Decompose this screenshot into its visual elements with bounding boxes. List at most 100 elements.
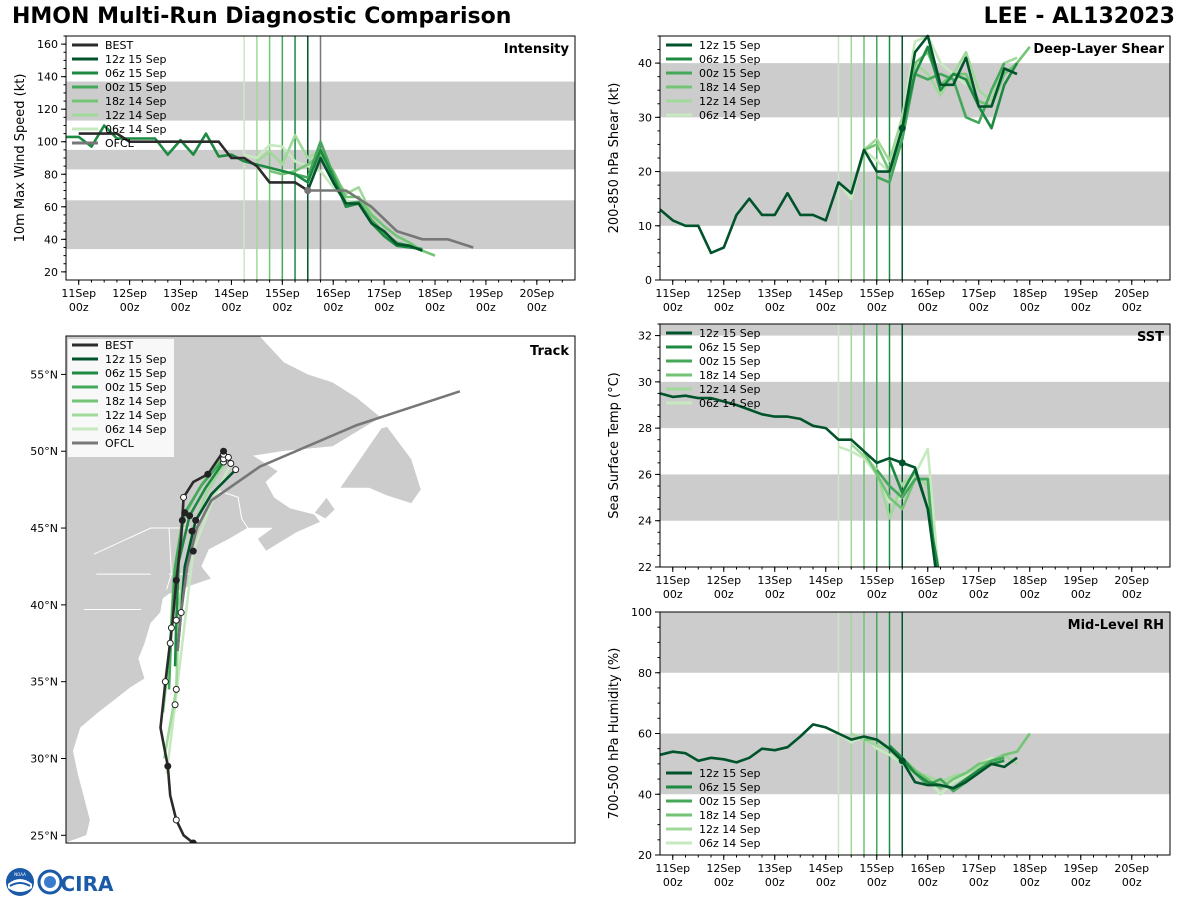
x-tick-label-date: 19Sep [469, 287, 504, 300]
x-tick-label-date: 12Sep [706, 287, 741, 300]
x-tick-label-hour: 00z [663, 876, 683, 889]
y-tick-label: 40 [638, 788, 652, 801]
cira-logo-text: CIRA [61, 872, 115, 896]
track-position-marker [166, 639, 174, 647]
series-line [659, 34, 1018, 255]
x-tick-label-hour: 00z [1071, 876, 1091, 889]
x-tick-label-hour: 00z [1071, 588, 1091, 601]
track-position-marker [192, 516, 200, 524]
y-tick-label: 20 [638, 849, 652, 862]
x-tick-label-hour: 00z [714, 876, 734, 889]
legend-label: 18z 14 Sep [699, 809, 761, 822]
threshold-band [660, 324, 1170, 336]
x-tick-label-date: 14Sep [808, 862, 843, 875]
x-tick-label-hour: 00z [816, 876, 836, 889]
panel-title: Intensity [504, 42, 570, 57]
legend-label: 18z 14 Sep [699, 369, 761, 382]
plot-background [660, 324, 1170, 567]
y-axis-label: 700-500 hPa Humidity (%) [607, 648, 622, 820]
legend-label: 18z 14 Sep [699, 81, 761, 94]
x-tick-label-date: 18Sep [1012, 287, 1047, 300]
legend-label: 00z 15 Sep [699, 355, 761, 368]
legend-label: 12z 15 Sep [105, 353, 167, 366]
x-tick-label-date: 15Sep [859, 287, 894, 300]
y-tick-label: 80 [44, 168, 58, 181]
x-tick-label-date: 18Sep [418, 287, 453, 300]
x-tick-label-hour: 00z [765, 588, 785, 601]
x-tick-label-hour: 00z [918, 588, 938, 601]
x-tick-label-date: 16Sep [910, 574, 945, 587]
x-tick-label-date: 12Sep [706, 574, 741, 587]
y-tick-label: 26 [638, 468, 652, 481]
x-tick-label-date: 18Sep [1012, 574, 1047, 587]
rh-panel: 2040608010011Sep00z12Sep00z13Sep00z14Sep… [607, 606, 1171, 889]
x-tick-label-hour: 00z [816, 588, 836, 601]
panel-title: Deep-Layer Shear [1033, 42, 1164, 57]
y-tick-label: 120 [37, 103, 58, 116]
x-tick-label-hour: 00z [663, 588, 683, 601]
x-tick-label-hour: 00z [69, 301, 89, 314]
y-tick-label: 28 [638, 422, 652, 435]
x-tick-label-hour: 00z [663, 301, 683, 314]
x-tick-label-hour: 00z [867, 876, 887, 889]
x-tick-label-date: 19Sep [1063, 574, 1098, 587]
legend-label: 18z 14 Sep [105, 95, 167, 108]
page-title: HMON Multi-Run Diagnostic Comparison [12, 4, 512, 29]
track-position-marker [167, 624, 175, 632]
legend-label: 12z 15 Sep [699, 327, 761, 340]
track-position-marker [177, 609, 185, 617]
noaa-logo-icon: NOAA [6, 868, 34, 896]
x-tick-label-hour: 00z [1122, 301, 1142, 314]
x-tick-label-hour: 00z [374, 301, 394, 314]
x-tick-label-date: 20Sep [1114, 574, 1149, 587]
x-tick-label-date: 15Sep [265, 287, 300, 300]
intensity-panel: 2040608010012014016011Sep00z12Sep00z13Se… [13, 35, 576, 314]
x-tick-label-hour: 00z [867, 301, 887, 314]
legend-label: 18z 14 Sep [105, 395, 167, 408]
legend-label: 06z 15 Sep [105, 367, 167, 380]
legend-label: 06z 15 Sep [699, 341, 761, 354]
x-tick-label-hour: 00z [816, 301, 836, 314]
x-tick-label-hour: 00z [272, 301, 292, 314]
legend-label: 12z 14 Sep [699, 823, 761, 836]
logos: NOAA CIRA [6, 868, 115, 896]
track-position-marker [172, 685, 180, 693]
sst-panel: 22242628303211Sep00z12Sep00z13Sep00z14Se… [607, 323, 1171, 601]
panel-title: Mid-Level RH [1068, 618, 1164, 633]
series-line [243, 143, 373, 224]
best-track-line [159, 450, 225, 843]
ofcl-line [307, 189, 474, 249]
shear-panel: 01020304011Sep00z12Sep00z13Sep00z14Sep00… [607, 34, 1171, 314]
land-newfoundland [339, 426, 422, 504]
x-tick-label-hour: 00z [969, 588, 989, 601]
x-tick-label-hour: 00z [171, 301, 191, 314]
track-position-marker [178, 516, 186, 524]
x-tick-label-date: 16Sep [910, 862, 945, 875]
track-position-marker [232, 466, 240, 474]
x-tick-label-date: 16Sep [316, 287, 351, 300]
x-tick-label-hour: 00z [323, 301, 343, 314]
legend-label: 12z 14 Sep [105, 409, 167, 422]
x-tick-label-hour: 00z [1020, 876, 1040, 889]
y-axis-label: 200-850 hPa Shear (kt) [607, 83, 622, 234]
x-tick-label-hour: 00z [867, 588, 887, 601]
x-tick-label-hour: 00z [969, 301, 989, 314]
legend-label: 12z 14 Sep [699, 95, 761, 108]
panel-title: Track [530, 344, 569, 359]
y-tick-label: 20 [638, 166, 652, 179]
best-position-marker [172, 816, 180, 824]
y-tick-label: 30 [638, 111, 652, 124]
x-tick-label-hour: 00z [527, 301, 547, 314]
track-position-marker [224, 453, 232, 461]
series-line [850, 50, 1018, 194]
series-line [306, 156, 423, 252]
x-tick-label-date: 15Sep [859, 574, 894, 587]
y-tick-label: 60 [44, 201, 58, 214]
land-cape-breton [313, 496, 336, 520]
lat-tick-label: 55°N [30, 368, 58, 381]
x-tick-label-hour: 00z [918, 301, 938, 314]
track-position-marker [188, 527, 196, 535]
lat-tick-label: 45°N [30, 522, 58, 535]
x-tick-label-hour: 00z [222, 301, 242, 314]
threshold-band [660, 171, 1170, 226]
